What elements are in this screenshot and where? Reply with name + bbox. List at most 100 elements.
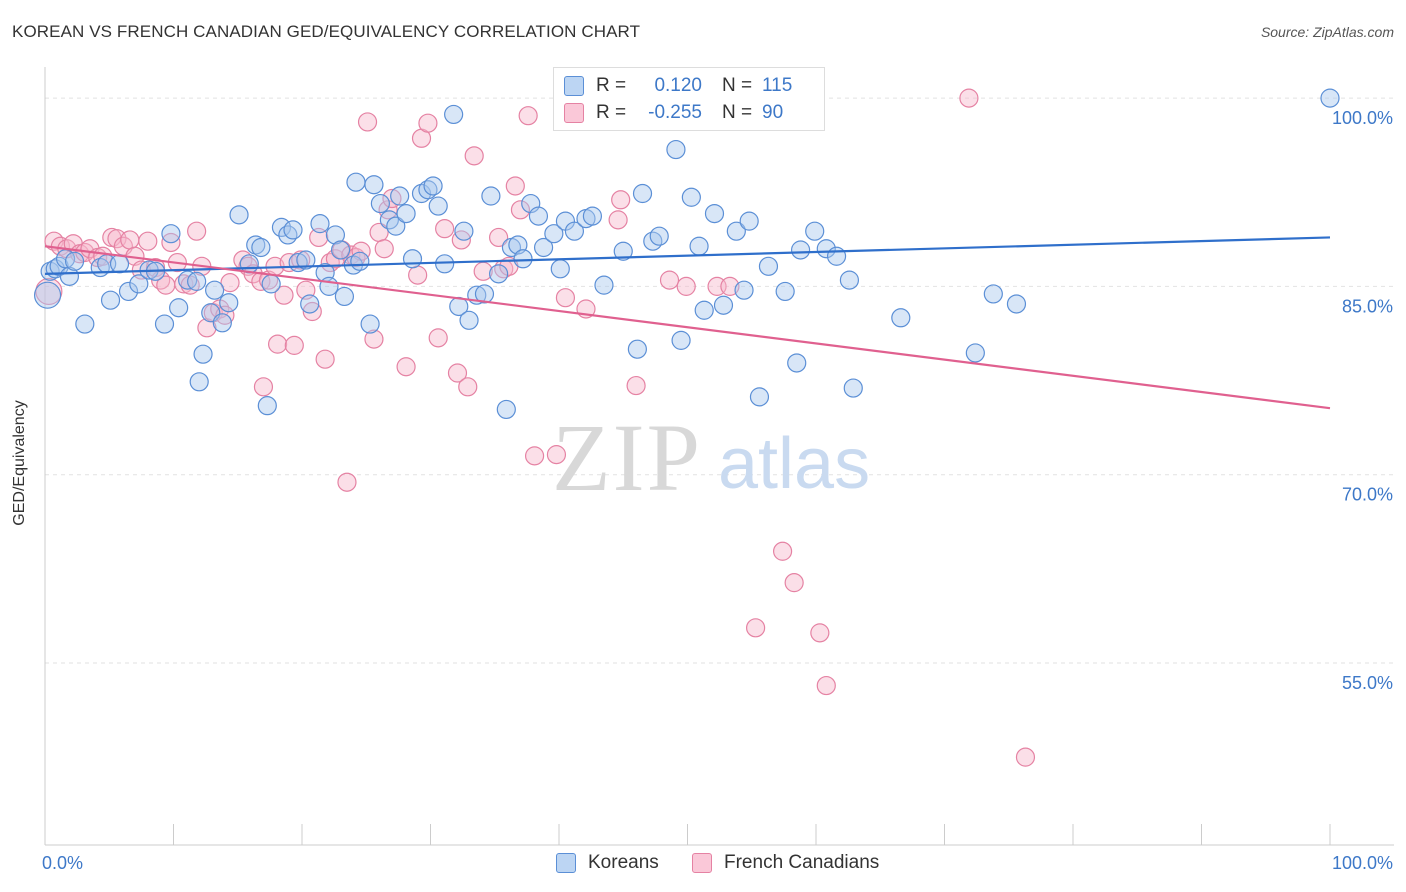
watermark-atlas: atlas [718, 424, 870, 504]
scatter-point [346, 247, 366, 268]
scatter-point [229, 205, 249, 225]
scatter-point [350, 251, 370, 271]
scatter-point [983, 284, 1003, 304]
scatter-point [357, 112, 378, 132]
scatter-point [454, 221, 474, 241]
scatter-point [364, 329, 384, 349]
scatter-point [481, 186, 501, 206]
scatter-point [382, 188, 402, 209]
scatter-point [370, 193, 390, 214]
scatter-point [408, 265, 428, 285]
scatter-point [704, 203, 725, 224]
trend-line-koreans [44, 236, 1331, 275]
y-tick-label: 100.0% [1332, 108, 1393, 128]
legend-n-value: 90 [762, 102, 784, 123]
scatter-point [283, 220, 303, 240]
scatter-point [428, 328, 448, 348]
scatter-point [346, 172, 366, 192]
scatter-point [689, 236, 709, 256]
scatter-point [320, 252, 340, 273]
tick-labels: 100.0% 85.0% 70.0% 55.0% 0.0% 100.0% [42, 108, 1393, 873]
scatter-point [193, 344, 213, 364]
scatter-point [118, 281, 139, 302]
grid-lines [45, 97, 1394, 664]
legend-label-koreans: Koreans [588, 852, 659, 873]
scatter-point [330, 240, 351, 260]
scatter-point [423, 176, 443, 196]
legend-n-label: N = [722, 75, 753, 96]
scatter-point [64, 251, 85, 271]
scatter-point [75, 314, 95, 334]
scatter-point [959, 88, 979, 108]
scatter-point [428, 196, 448, 216]
y-tick-label: 85.0% [1342, 296, 1393, 316]
scatter-point [1320, 88, 1340, 108]
scatter-point [291, 250, 311, 270]
scatter-point [396, 357, 416, 377]
scatter-point [435, 219, 455, 239]
scatter-point [816, 675, 836, 696]
scatter-point [613, 241, 633, 261]
scatter-point [772, 541, 793, 561]
scatter-point [187, 271, 207, 291]
scatter-point [676, 276, 696, 296]
legend-r-label: R = [596, 102, 627, 123]
scatter-point [169, 298, 189, 318]
scatter-point [251, 237, 271, 258]
scatter-point [154, 314, 175, 334]
scatter-point [138, 231, 158, 251]
scatter-point [284, 335, 304, 355]
legend-r-label: R = [596, 75, 627, 96]
scatter-point [671, 330, 691, 350]
scatter-point [309, 227, 329, 248]
scatter-point [418, 180, 438, 200]
x-tick-label-start: 0.0% [42, 853, 83, 873]
scatter-point [659, 270, 680, 290]
legend-item-french-canadians[interactable]: French Canadians [692, 852, 879, 874]
scatter-point [337, 472, 357, 492]
chart-title: KOREAN VS FRENCH CANADIAN GED/EQUIVALENC… [12, 22, 641, 41]
scatter-point [315, 349, 335, 369]
scatter-point [33, 281, 62, 309]
scatter-point [120, 230, 140, 250]
scatter-point [533, 237, 554, 258]
series-french-canadians [35, 88, 1036, 767]
scatter-point [550, 259, 570, 279]
series-legend: Koreans French Canadians [0, 852, 1406, 876]
scatter-point [1006, 294, 1027, 314]
scatter-point [310, 214, 330, 234]
scatter-point [219, 293, 239, 313]
scatter-point [608, 210, 628, 230]
trend-lines [44, 236, 1331, 410]
scatter-point [739, 211, 759, 231]
y-tick-label: 70.0% [1342, 485, 1393, 505]
scatter-point [59, 266, 80, 286]
scatter-point [965, 343, 985, 363]
scatter-point [334, 286, 355, 307]
scatter-point [843, 378, 863, 398]
scatter-point [319, 276, 339, 296]
scatter-point [611, 190, 631, 210]
scatter-point [726, 221, 746, 241]
scatter-point [378, 200, 398, 220]
legend-item-koreans[interactable]: Koreans [556, 852, 659, 874]
scatter-point [300, 294, 320, 314]
scatter-point [524, 446, 545, 466]
legend-row-french-canadians: R = -0.255 N = 90 [564, 100, 802, 126]
stats-legend: R = 0.120 N = 115 R = -0.255 N = 90 [553, 67, 825, 131]
scatter-point [713, 295, 734, 315]
scatter-point [100, 290, 121, 310]
scatter-point [187, 221, 207, 241]
scatter-point [271, 217, 292, 237]
scatter-point [418, 113, 438, 133]
scatter-point [474, 284, 495, 304]
scatter-point [215, 305, 235, 325]
scatter-point [496, 399, 516, 420]
scatter-point [296, 250, 316, 270]
scatter-point [396, 203, 416, 224]
scatter-point [810, 623, 830, 643]
scatter-point [458, 377, 478, 397]
scatter-point [459, 310, 479, 330]
legend-n-label: N = [722, 102, 753, 123]
